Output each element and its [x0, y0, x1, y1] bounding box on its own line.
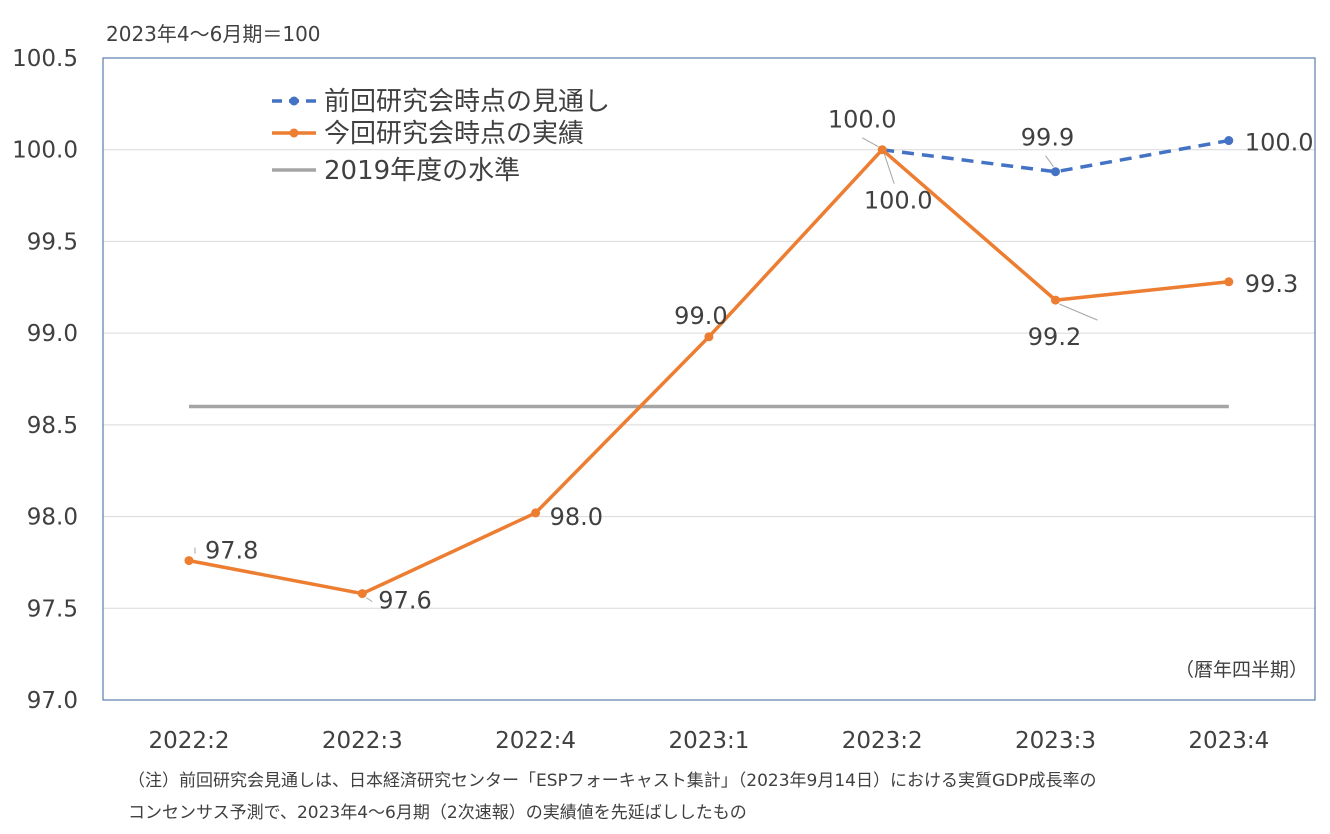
actual-series-line [188, 147, 1229, 596]
plot-area-frame [102, 57, 1316, 701]
label-leader-line [1045, 155, 1054, 168]
actual-point [184, 556, 194, 566]
actual-data-label: 97.8 [205, 537, 258, 565]
y-tick-label: 100.5 [12, 46, 78, 72]
y-tick-label: 98.0 [27, 505, 78, 531]
forecast-point [1051, 167, 1060, 177]
actual-data-label: 98.0 [550, 503, 603, 531]
y-tick-label: 97.0 [27, 688, 78, 714]
actual-data-label: 97.6 [378, 587, 431, 615]
forecast-data-label: 100.0 [1245, 129, 1314, 157]
actual-data-label: 99.3 [1245, 270, 1298, 298]
unit-label: 2023年4〜6月期＝100 [106, 22, 321, 46]
actual-data-label: 99.2 [1028, 323, 1081, 351]
x-tick-label: 2023:1 [668, 728, 749, 754]
label-leader-line [883, 153, 895, 184]
x-tick-label: 2022:2 [149, 728, 230, 754]
actual-point [1224, 277, 1234, 287]
x-tick-label: 2023:2 [842, 728, 923, 754]
footnote-line-2: コンセンサス予測で、2023年4〜6月期（2次速報）の実績値を先延ばししたもの [128, 803, 747, 823]
y-tick-label: 99.5 [27, 229, 78, 255]
y-tick-label: 98.5 [27, 413, 78, 439]
y-tick-label: 100.0 [12, 138, 78, 164]
legend-label-baseline: 2019年度の水準 [324, 156, 520, 186]
x-tick-label: 2022:4 [495, 728, 576, 754]
actual-data-label: 100.0 [864, 187, 933, 215]
actual-point [704, 332, 714, 342]
actual-point [531, 508, 541, 518]
footnote-line-1: （注）前回研究会見通しは、日本経済研究センター「ESPフォーキャスト集計」（20… [128, 771, 1097, 791]
period-label: （暦年四半期） [1175, 659, 1308, 681]
y-tick-label: 99.0 [27, 321, 78, 347]
label-leader-line [861, 137, 879, 148]
legend-marker-actual [289, 128, 299, 138]
y-tick-label: 97.5 [27, 596, 78, 622]
actual-data-label: 99.0 [674, 302, 727, 330]
label-leader-line [1059, 303, 1098, 321]
legend-label-actual: 今回研究会時点の実績 [324, 119, 584, 149]
legend-label-forecast: 前回研究会時点の見通し [324, 87, 610, 117]
actual-point [877, 145, 887, 155]
x-tick-label: 2023:4 [1188, 728, 1269, 754]
forecast-data-label: 100.0 [828, 106, 897, 134]
x-tick-label: 2022:3 [322, 728, 403, 754]
forecast-point [1224, 136, 1234, 146]
forecast-data-label: 99.9 [1021, 124, 1074, 152]
legend-marker-forecast [289, 96, 299, 106]
actual-point [357, 589, 367, 599]
x-tick-label: 2023:3 [1015, 728, 1096, 754]
actual-point [1051, 295, 1060, 305]
label-leader-line [366, 597, 373, 603]
